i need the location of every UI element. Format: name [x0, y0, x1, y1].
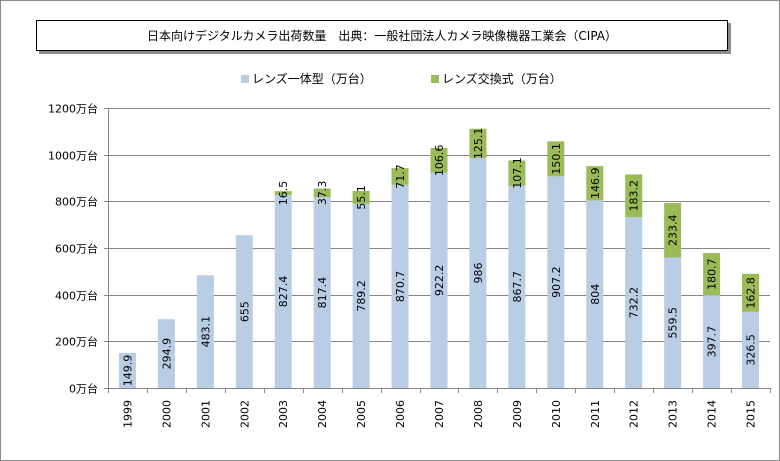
- data-label-interchangeable: 106.6: [433, 145, 446, 177]
- x-tick-label: 2013: [667, 400, 680, 428]
- bar-interchangeable: [742, 273, 760, 312]
- bar-compact: [157, 319, 175, 388]
- bar-interchangeable: [274, 191, 292, 195]
- data-label-compact: 294.9: [160, 338, 173, 370]
- bar-interchangeable: [313, 188, 331, 198]
- data-label-compact: 817.4: [316, 277, 329, 309]
- data-label-compact: 397.7: [706, 326, 719, 358]
- x-tick-label: 2001: [199, 400, 212, 428]
- data-label-compact: 326.5: [745, 334, 758, 366]
- data-label-interchangeable: 37.3: [316, 181, 329, 206]
- bar-compact: [118, 353, 136, 388]
- data-label-interchangeable: 55.1: [355, 185, 368, 210]
- bar-interchangeable: [547, 141, 565, 177]
- data-label-compact: 804: [589, 284, 602, 305]
- bar-compact: [391, 184, 409, 388]
- bar-compact: [586, 200, 604, 388]
- x-tick-label: 2004: [316, 400, 329, 428]
- legend-item-compact: レンズ一体型（万台）: [241, 70, 372, 87]
- data-label-interchangeable: 107.1: [511, 157, 524, 189]
- x-tick-label: 2015: [745, 400, 758, 428]
- data-label-interchangeable: 16.5: [277, 181, 290, 206]
- y-tick-label: 1000万台: [48, 149, 98, 163]
- y-tick-label: 1200万台: [48, 102, 98, 116]
- data-label-compact: 655: [238, 301, 251, 322]
- data-label-compact: 732.2: [628, 287, 641, 319]
- x-tick-label: 2011: [589, 400, 602, 428]
- bar-compact: [352, 203, 370, 388]
- bar-interchangeable: [430, 147, 448, 173]
- bar-compact: [625, 217, 643, 388]
- x-tick-label: 2008: [472, 400, 485, 428]
- data-label-compact: 789.2: [355, 280, 368, 312]
- bar-interchangeable: [352, 190, 370, 204]
- x-tick-label: 2007: [433, 400, 446, 428]
- bar-compact: [430, 172, 448, 388]
- legend-swatch-compact: [241, 74, 249, 83]
- bar-compact: [196, 275, 214, 388]
- bar-compact: [313, 197, 331, 388]
- bar-compact: [235, 235, 253, 388]
- x-tick-label: 2006: [394, 400, 407, 428]
- bar-interchangeable: [391, 168, 409, 185]
- chart-title: 日本向けデジタルカメラ出荷数量 出典：一般社団法人カメラ映像機器工業会（CIPA…: [147, 29, 617, 43]
- y-tick-label: 400万台: [55, 289, 98, 303]
- bar-interchangeable: [469, 128, 487, 158]
- data-label-compact: 149.9: [121, 355, 134, 387]
- data-label-interchangeable: 125.1: [472, 128, 485, 160]
- data-label-compact: 986: [472, 262, 485, 283]
- data-label-compact: 827.4: [277, 276, 290, 308]
- x-tick-label: 2009: [511, 400, 524, 428]
- data-label-interchangeable: 183.2: [628, 180, 641, 212]
- bar-compact: [742, 311, 760, 388]
- y-tick-label: 800万台: [55, 195, 98, 209]
- bar-compact: [547, 176, 565, 388]
- bar-interchangeable: [664, 202, 682, 258]
- data-label-interchangeable: 162.8: [745, 277, 758, 309]
- legend-item-interchangeable: レンズ交換式（万台）: [431, 70, 562, 87]
- legend-label-compact: レンズ一体型（万台）: [252, 72, 372, 86]
- legend: レンズ一体型（万台） レンズ交換式（万台）: [0, 70, 780, 90]
- bar-interchangeable: [703, 253, 721, 296]
- x-tick-label: 2010: [550, 400, 563, 428]
- y-tick-label: 600万台: [55, 242, 98, 256]
- bar-interchangeable: [625, 174, 643, 218]
- bar-compact: [469, 157, 487, 388]
- bar-interchangeable: [508, 160, 526, 186]
- data-label-interchangeable: 180.7: [706, 258, 719, 290]
- bar-compact: [508, 185, 526, 388]
- data-label-interchangeable: 71.7: [394, 164, 407, 189]
- bar-compact: [664, 257, 682, 388]
- x-tick-label: 1999: [121, 400, 134, 428]
- y-tick-label: 200万台: [55, 335, 98, 349]
- data-label-compact: 559.5: [667, 307, 680, 339]
- bar-compact: [703, 295, 721, 388]
- x-tick-label: 2014: [706, 400, 719, 428]
- data-label-interchangeable: 233.4: [667, 214, 680, 246]
- data-label-interchangeable: 150.1: [550, 143, 563, 175]
- bar-interchangeable: [586, 166, 604, 201]
- x-tick-label: 2003: [277, 400, 290, 428]
- y-tick-label: 0万台: [69, 382, 98, 396]
- data-label-compact: 922.2: [433, 265, 446, 297]
- legend-label-interchangeable: レンズ交換式（万台）: [442, 72, 562, 86]
- bar-compact: [274, 194, 292, 388]
- x-tick-label: 2002: [238, 400, 251, 428]
- x-tick-label: 2005: [355, 400, 368, 428]
- chart-title-box: 日本向けデジタルカメラ出荷数量 出典：一般社団法人カメラ映像機器工業会（CIPA…: [36, 20, 728, 51]
- data-label-compact: 907.2: [550, 266, 563, 298]
- data-label-compact: 867.7: [511, 271, 524, 303]
- x-tick-label: 2000: [160, 400, 173, 428]
- x-tick-label: 2012: [628, 400, 641, 428]
- data-label-compact: 483.1: [199, 316, 212, 348]
- data-label-compact: 870.7: [394, 271, 407, 303]
- data-label-interchangeable: 146.9: [589, 168, 602, 200]
- legend-swatch-interchangeable: [431, 74, 439, 83]
